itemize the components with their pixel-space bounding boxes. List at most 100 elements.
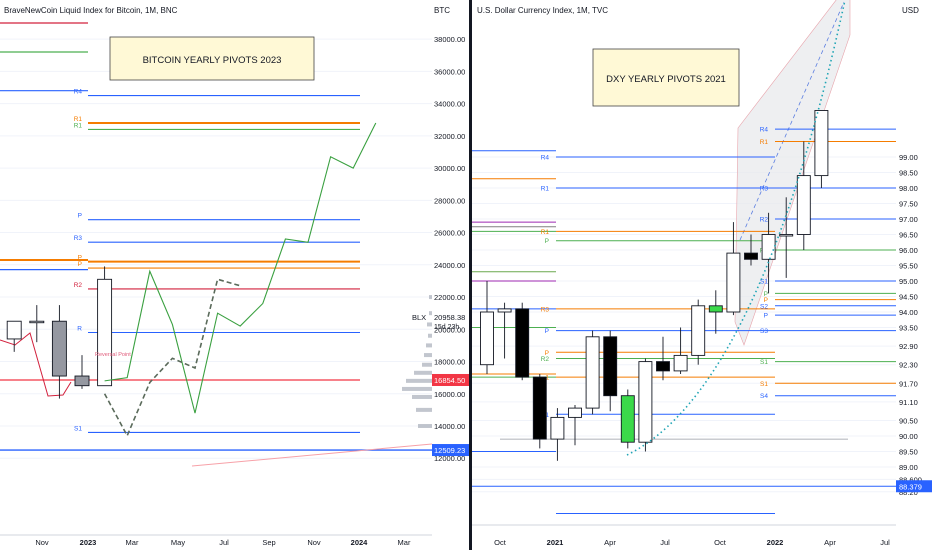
right-y-tick: 96.00 [899,246,918,255]
left-annotation-box[interactable]: BITCOIN YEARLY PIVOTS 2023 [109,36,315,81]
right-y-tick: 95.50 [899,262,918,271]
left-x-axis: Nov 2023 Mar May Jul Sep Nov 2024 Mar [35,538,411,547]
right-y-tick: 94.00 [899,308,918,317]
right-y-tick: 91.10 [899,398,918,407]
right-pivot-label: P [545,350,549,357]
right-chart-pane[interactable]: U.S. Dollar Currency Index, 1M, TVC USD … [472,0,932,547]
left-pivot-label: R [77,326,82,333]
right-symbol-title: U.S. Dollar Currency Index, 1M, TVC [477,6,608,15]
right-y-tick: 90.00 [899,432,918,441]
right-y-tick: 99.00 [899,153,918,162]
right-pivot-label: S1 [760,279,768,286]
right-y-tick: 93.50 [899,324,918,333]
left-blx-countdown: 15d 23h [434,324,459,331]
right-x-tick: Oct [714,538,727,547]
left-blx-label: BLX [412,313,426,322]
left-x-tick: Nov [307,538,321,547]
left-y-tick: 16000.00 [434,390,465,399]
right-candle-body [638,361,653,443]
right-candle-body [497,308,512,313]
right-pivot-label: R2 [541,356,550,363]
right-pivot-label: P [545,238,549,245]
left-volume-bar [428,333,432,338]
left-y-tick: 18000.00 [434,358,465,367]
left-red-history-line [0,332,72,397]
left-y-tick: 20000.00 [434,325,465,334]
left-y-tick: 14000.00 [434,422,465,431]
right-y-tick: 88.600 [899,475,922,484]
right-candle-body [620,395,635,443]
left-pivot-label: P [78,255,82,262]
right-x-tick: Apr [604,538,616,547]
right-candle-body [585,336,600,409]
left-pivot-label: R3 [74,235,83,242]
left-x-tick: 2024 [351,538,369,547]
left-reversal-note: Reversal Point [95,352,131,358]
left-candles [6,266,113,399]
right-candle-body [480,311,494,366]
right-pivot-label: P [764,291,768,298]
right-pivot-label: P [764,297,768,304]
left-candle-body [6,320,22,340]
left-x-tick: Sep [262,538,275,547]
left-price-tag: 16854.50 [434,376,465,385]
left-x-tick: Jul [219,538,229,547]
left-volume-bar [416,407,432,412]
left-volume-profile [402,295,432,428]
right-candle-body [796,175,811,235]
left-price-tag-bg [432,373,469,386]
right-y-tick: 88.20 [899,488,918,497]
left-volume-bar [422,362,432,367]
right-candle-body [550,416,565,440]
right-pivot-label: R4 [541,155,550,162]
left-volume-bar [402,386,432,391]
right-candle-body [708,305,723,313]
left-volume-bar [414,370,432,375]
right-grid [472,156,896,493]
left-y-axis: 38000.00 36000.00 34000.00 32000.00 30000.00… [432,35,469,463]
left-pivot-label: R4 [74,89,83,96]
right-y-tick: 89.50 [899,448,918,457]
right-channel-midline [739,1,845,241]
left-y-tick: 28000.00 [434,196,465,205]
left-price-tag-bg [432,444,469,457]
right-pivot-label: R2 [760,217,769,224]
left-pivot-label: R1 [74,122,83,129]
left-y-tick: 36000.00 [434,67,465,76]
left-symbol-title: BraveNewCoin Liquid Index for Bitcoin, 1… [4,6,178,15]
left-x-tick: Mar [398,538,411,547]
left-y-tick: 24000.00 [434,261,465,270]
left-x-tick: 2023 [80,538,97,547]
right-x-tick: Jul [660,538,670,547]
left-pivot-label: S1 [74,425,82,432]
right-x-tick: 2022 [767,538,784,547]
left-y-tick: 32000.00 [434,132,465,141]
right-y-tick: 92.30 [899,361,918,370]
right-pivot-label: R4 [760,127,769,134]
left-trend-line [191,443,433,467]
left-pivot-label: R2 [74,282,83,289]
right-x-tick: Oct [494,538,507,547]
right-y-tick: 94.50 [899,293,918,302]
right-price-tag: 88.379 [899,482,922,491]
right-annotation-box[interactable]: DXY YEARLY PIVOTS 2021 [592,48,740,107]
right-pivot-label: P [545,328,549,335]
left-pivot-label: P [78,213,82,220]
left-currency-label: BTC [434,6,450,15]
right-candle-body [691,305,706,356]
left-y-tick: 12000.00 [434,454,465,463]
left-candle-body [29,320,45,324]
right-pivot-label: S2 [760,303,768,310]
right-pivot-label: 1 [545,375,549,382]
panel-divider[interactable] [469,0,472,550]
left-pivot-label: P [78,261,82,268]
left-candle-body [97,278,113,387]
left-chart-pane[interactable]: BraveNewCoin Liquid Index for Bitcoin, 1… [0,6,469,547]
left-volume-bar [424,353,432,358]
right-y-tick: 96.50 [899,231,918,240]
left-volume-bar [427,322,432,327]
right-x-tick: 2021 [547,538,564,547]
right-pivot-label: S3 [760,328,768,335]
right-pivot-label: R3 [541,306,550,313]
right-pivot-label: S1 [760,381,768,388]
